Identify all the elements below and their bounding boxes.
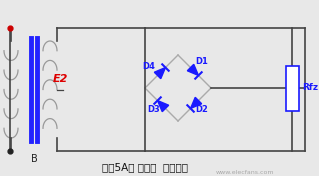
- FancyBboxPatch shape: [286, 65, 299, 111]
- Text: www.elecfans.com: www.elecfans.com: [216, 169, 274, 174]
- Text: D1: D1: [195, 57, 208, 66]
- Text: E2: E2: [52, 74, 68, 84]
- Polygon shape: [190, 97, 202, 108]
- Polygon shape: [158, 100, 169, 112]
- Polygon shape: [187, 64, 198, 76]
- Text: D4: D4: [142, 62, 155, 71]
- Text: Rfz: Rfz: [302, 83, 318, 93]
- Text: D2: D2: [195, 105, 208, 114]
- Text: D3: D3: [147, 105, 160, 114]
- Text: 图（5A） 桥式整  流电路图: 图（5A） 桥式整 流电路图: [102, 162, 188, 172]
- Text: B: B: [31, 154, 37, 164]
- Polygon shape: [154, 68, 166, 79]
